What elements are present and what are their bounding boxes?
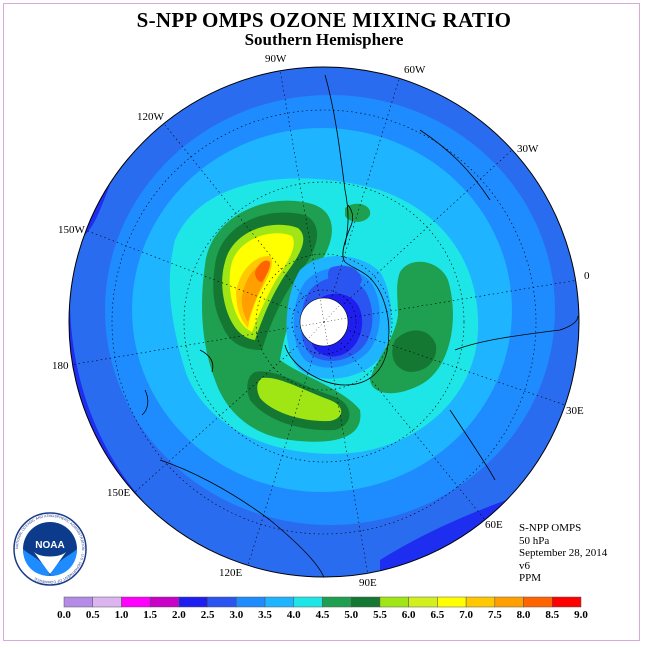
- hole-2.5-lobe: [327, 265, 362, 290]
- meridian-120w: [164, 124, 325, 323]
- lat-circle-30s: [111, 109, 537, 535]
- lon-label-150e: 150E: [107, 487, 131, 499]
- noaa-logo: NOAA NATIONAL OCEANIC AND ATMOSPHERIC AD…: [13, 512, 87, 586]
- info-units: PPM: [519, 572, 542, 584]
- page-frame: [3, 3, 640, 641]
- lon-label-30w: 30W: [517, 143, 539, 155]
- info-version: v6: [519, 559, 530, 572]
- meridian-120e: [247, 321, 325, 566]
- level-5.0-east: [392, 330, 437, 372]
- meridian-150e: [134, 321, 325, 493]
- atlantic-coast: [419, 129, 491, 201]
- meridian-30w: [323, 149, 513, 323]
- level-8.0: [255, 260, 271, 282]
- map-subtitle: Southern Hemisphere: [244, 30, 404, 49]
- coastlines: [141, 74, 579, 577]
- lon-label-150w: 150W: [58, 224, 86, 236]
- pole-graticule: [300, 297, 348, 347]
- antarctica-coastline: [284, 204, 390, 386]
- info-level: 50 hPa: [519, 534, 550, 547]
- meridian-60e: [323, 321, 486, 521]
- lon-label-60e: 60E: [485, 519, 503, 531]
- africa-coastline: [454, 315, 579, 351]
- info-date: September 28, 2014: [519, 547, 608, 559]
- australia-coastline: [159, 459, 326, 577]
- madagascar-area-coast: [449, 409, 496, 481]
- level-5.5-south: [257, 377, 342, 422]
- map-title: S-NPP OMPS OZONE MIXING RATIO: [136, 8, 512, 32]
- lon-label-90w: 90W: [265, 53, 287, 65]
- level-4.5-peninsula: [345, 203, 371, 222]
- lat-circle-80s: [291, 289, 357, 355]
- lon-label-0: 0: [584, 270, 590, 282]
- info-block: S-NPP OMPS 50 hPa September 28, 2014 v6 …: [519, 522, 607, 585]
- graticule: [69, 69, 579, 576]
- lon-label-120e: 120E: [219, 567, 243, 579]
- meridian-30e: [323, 321, 566, 406]
- new-zealand-coast: [199, 349, 214, 373]
- lon-label-60w: 60W: [404, 64, 426, 76]
- lon-label-90e: 90E: [359, 577, 377, 589]
- logo-text: NOAA: [35, 540, 64, 551]
- island-coast: [141, 389, 149, 416]
- logo-wave: [23, 549, 77, 576]
- lat-circle-50s: [183, 181, 465, 463]
- info-instrument: S-NPP OMPS: [519, 522, 582, 534]
- south-america-coastline: [324, 74, 349, 246]
- lon-label-180: 180: [52, 360, 69, 372]
- logo-gull: [34, 552, 66, 574]
- map-border: [68, 66, 580, 578]
- longitude-labels: 90W 60W 30W 0 30E 60E 90E 120E 150E 180 …: [52, 53, 590, 589]
- lon-label-120w: 120W: [137, 111, 165, 123]
- lon-label-30e: 30E: [566, 405, 584, 417]
- lat-circle-70s: [255, 253, 393, 391]
